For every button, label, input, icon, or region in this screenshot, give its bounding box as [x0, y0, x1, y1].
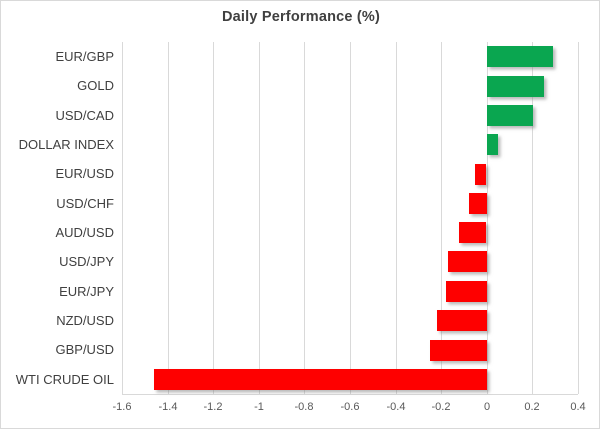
- bar-dollar-index: [487, 134, 498, 155]
- bar-gbp-usd: [430, 340, 487, 361]
- bar-nzd-usd: [437, 310, 487, 331]
- category-label: USD/CAD: [55, 108, 114, 123]
- x-tick-label: -1: [254, 401, 264, 413]
- gridline: [578, 42, 579, 394]
- bar-eur-gbp: [487, 46, 553, 67]
- gridline: [122, 42, 123, 394]
- x-tick-label: -1.6: [112, 401, 132, 413]
- x-tick-label: -1.2: [203, 401, 223, 413]
- x-tick-label: 0.2: [524, 401, 540, 413]
- x-tick-label: -0.4: [386, 401, 406, 413]
- category-label: GOLD: [77, 78, 114, 93]
- gridline: [487, 42, 488, 394]
- gridline: [259, 42, 260, 394]
- gridline: [304, 42, 305, 394]
- category-label: DOLLAR INDEX: [18, 137, 114, 152]
- category-label: USD/JPY: [59, 254, 114, 269]
- gridline: [441, 42, 442, 394]
- plot-area: [122, 42, 579, 395]
- bar-eur-usd: [475, 164, 486, 185]
- bar-usd-jpy: [448, 251, 487, 272]
- gridline: [168, 42, 169, 394]
- category-label: USD/CHF: [56, 196, 114, 211]
- category-label: EUR/USD: [55, 166, 114, 181]
- bar-gold: [487, 76, 544, 97]
- gridline: [213, 42, 214, 394]
- x-tick-label: 0.4: [570, 401, 586, 413]
- bar-usd-cad: [487, 105, 533, 126]
- x-tick-label: -0.8: [294, 401, 314, 413]
- bar-usd-chf: [469, 193, 487, 214]
- x-tick-label: 0: [483, 401, 491, 413]
- gridline: [532, 42, 533, 394]
- category-label: AUD/USD: [55, 225, 114, 240]
- bar-aud-usd: [459, 222, 486, 243]
- category-label: GBP/USD: [55, 342, 114, 357]
- x-tick-label: -0.6: [340, 401, 360, 413]
- gridline: [396, 42, 397, 394]
- category-label: EUR/GBP: [55, 49, 114, 64]
- x-tick-label: -1.4: [158, 401, 178, 413]
- chart-title: Daily Performance (%): [221, 9, 381, 25]
- gridline: [350, 42, 351, 394]
- category-label: WTI CRUDE OIL: [15, 372, 114, 387]
- category-label: EUR/JPY: [59, 284, 114, 299]
- x-tick-label: -0.2: [431, 401, 451, 413]
- category-label: NZD/USD: [56, 313, 114, 328]
- bar-eur-jpy: [446, 281, 487, 302]
- bar-wti-crude-oil: [154, 369, 487, 390]
